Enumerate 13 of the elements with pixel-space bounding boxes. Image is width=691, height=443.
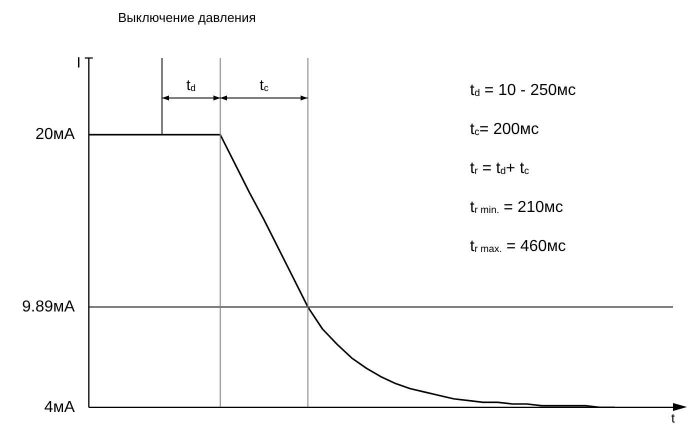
chart-title: Выключение давления [118, 10, 256, 26]
annotation: td [186, 77, 196, 94]
annotation: tr min. = 210мс [470, 199, 564, 216]
annotation: tc [260, 77, 269, 94]
annotation: td = 10 - 250мс [470, 82, 576, 99]
annotation: tr = td+ tc [470, 160, 530, 177]
y-tick-label: 20мА [35, 126, 76, 144]
y-axis-title: I [76, 54, 81, 72]
y-tick-label: 9.89мА [22, 298, 76, 316]
y-tick-label: 4мА [44, 398, 76, 416]
x-axis-title: t [671, 410, 676, 426]
annotation: tr max. = 460мс [470, 238, 566, 255]
annotation: tc= 200мс [470, 121, 539, 138]
